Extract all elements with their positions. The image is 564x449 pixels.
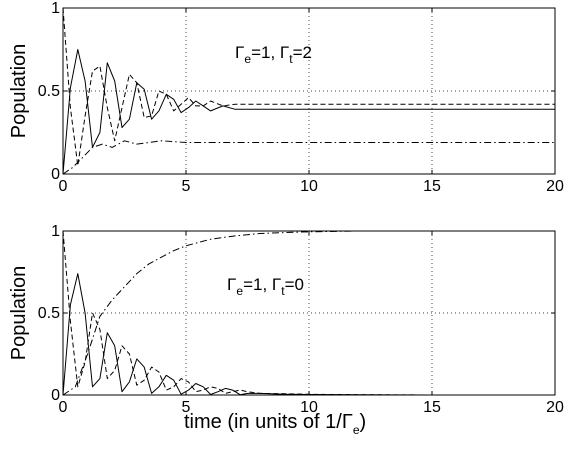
subscript-t: t	[281, 284, 285, 298]
gamma-symbol: Γ	[272, 275, 281, 294]
subscript-e: e	[353, 423, 360, 437]
x-axis-label: time (in units of 1/Γe)	[184, 411, 366, 437]
annotation-value: =2	[293, 43, 312, 62]
x-tick-label: 20	[546, 178, 564, 195]
x-axis-label-close: )	[360, 411, 367, 433]
y-axis-label: Population	[8, 44, 30, 139]
y-tick-label: 0.5	[38, 83, 60, 100]
gamma-symbol: Γ	[227, 275, 236, 294]
y-tick-label: 1	[51, 223, 60, 240]
x-tick-label: 5	[182, 399, 191, 416]
series-line-dashdot	[62, 230, 555, 396]
subscript-e: e	[236, 284, 243, 298]
y-tick-label: 0	[51, 387, 60, 404]
x-tick-label: 0	[59, 399, 68, 416]
x-tick-label: 5	[182, 178, 191, 195]
x-tick-label: 10	[300, 399, 318, 416]
annotation-value: =1,	[251, 43, 280, 62]
x-tick-label: 20	[546, 399, 564, 416]
subscript-e: e	[244, 52, 251, 66]
annotation-value: =0	[285, 275, 304, 294]
x-tick-label: 0	[59, 178, 68, 195]
gamma-symbol: Γ	[280, 43, 289, 62]
series-line-dashed	[62, 7, 555, 167]
panel-top: 0 5 10 15 20 0 0.5 1 Population Γe=1, Γt=2	[8, 0, 564, 195]
parameter-annotation: Γe=1, Γt=0	[227, 275, 304, 298]
parameter-annotation: Γe=1, Γt=2	[235, 43, 312, 66]
gamma-symbol: Γ	[235, 43, 244, 62]
annotation-value: =1,	[243, 275, 272, 294]
x-axis-label-text: time (in units of 1/	[184, 411, 342, 433]
gamma-symbol: Γ	[342, 411, 353, 433]
x-tick-label: 15	[423, 399, 441, 416]
series-line-dashed	[62, 230, 555, 396]
series-line-dashdot	[62, 140, 555, 175]
x-tick-label: 15	[423, 178, 441, 195]
series-line-solid	[62, 49, 555, 175]
y-tick-label: 0.5	[38, 305, 60, 322]
subscript-t: t	[289, 52, 293, 66]
y-tick-label: 0	[51, 166, 60, 183]
x-tick-label: 10	[300, 178, 318, 195]
y-tick-label: 1	[51, 0, 60, 17]
y-axis-label: Population	[8, 266, 30, 361]
